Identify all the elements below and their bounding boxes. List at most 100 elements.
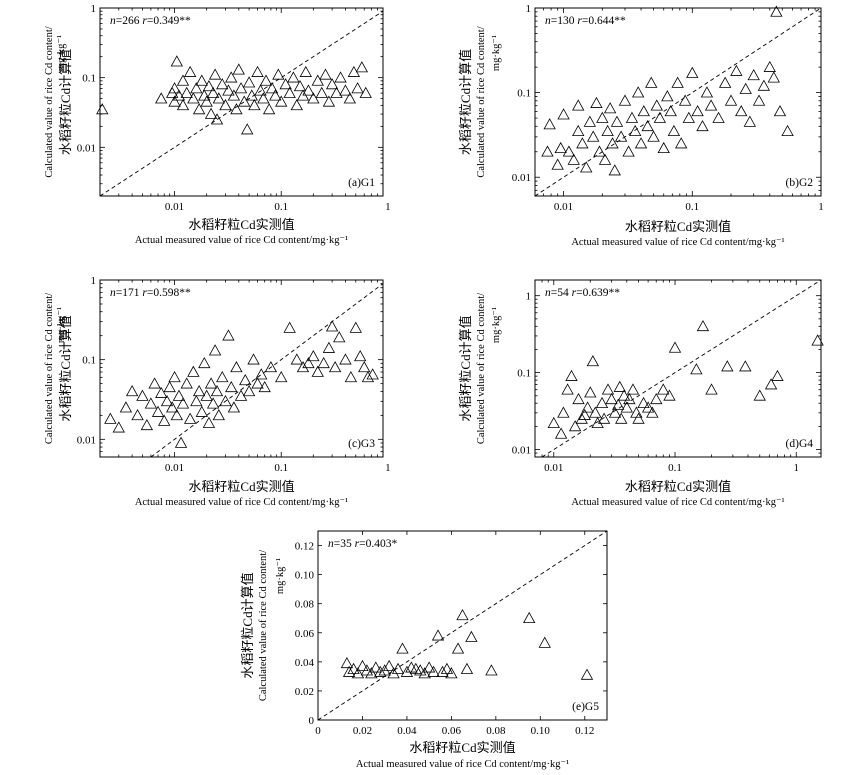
data-point: [151, 405, 165, 417]
data-point: [572, 99, 585, 111]
data-point: [431, 629, 445, 641]
data-point: [183, 65, 197, 77]
y-axis-title-cn: 水稻籽粒Cd计算值: [58, 315, 73, 421]
data-point: [192, 385, 206, 397]
plot-frame: [99, 7, 384, 197]
data-point: [158, 414, 171, 426]
data-point: [328, 361, 342, 373]
data-point: [596, 111, 609, 123]
data-point: [155, 386, 168, 398]
data-point: [262, 103, 276, 115]
data-point: [333, 331, 346, 343]
data-point: [622, 145, 635, 157]
x-tick-label: 0: [315, 725, 321, 737]
data-point: [617, 389, 631, 401]
x-axis-title-en: Actual measured value of rice Cd content…: [135, 497, 348, 508]
data-point: [562, 145, 576, 157]
data-point: [557, 108, 570, 120]
data-point: [610, 115, 624, 127]
data-point: [663, 389, 676, 401]
y-axis-unit: mg·kg⁻¹: [275, 558, 286, 594]
data-point: [219, 99, 232, 111]
y-axis-title-cn: 水稻籽粒Cd计算值: [458, 49, 473, 155]
data-point: [202, 80, 216, 92]
data-point: [396, 642, 409, 654]
data-point: [174, 436, 188, 448]
x-tick-label: 0.1: [685, 201, 699, 213]
data-point: [753, 389, 766, 401]
data-point: [311, 365, 324, 377]
data-point: [242, 76, 256, 88]
y-tick-label: 0.01: [77, 434, 96, 446]
x-axis-title-en: Actual measured value of rice Cd content…: [571, 497, 784, 508]
data-point: [578, 408, 591, 420]
data-point: [180, 86, 193, 98]
data-point: [653, 111, 667, 123]
data-point: [623, 392, 636, 405]
data-point: [613, 380, 626, 392]
x-tick-label: 0.01: [165, 462, 184, 474]
data-point: [523, 611, 536, 624]
x-tick-label: 0.08: [486, 725, 506, 737]
data-point: [225, 71, 238, 83]
data-point: [696, 319, 710, 332]
panel-g3: 0.01 0.1 1 1 0.1 0.01 n=171 r=0.598** (c)G3 水稻籽粒…: [44, 275, 391, 508]
data-point: [195, 405, 208, 417]
panel-label: (e)G5: [572, 701, 599, 713]
x-tick-label: 0.02: [353, 725, 372, 737]
data-point: [172, 89, 186, 101]
y-tick-label: 1: [91, 3, 97, 15]
data-point: [247, 353, 260, 365]
data-point: [645, 76, 658, 88]
stat-label: n=35 r=0.403*: [328, 538, 397, 550]
data-point: [568, 420, 582, 432]
x-axis-title-cn: 水稻籽粒Cd实测值: [625, 479, 731, 494]
data-point: [168, 82, 181, 94]
panel-label: (c)G3: [348, 438, 375, 450]
data-point: [361, 371, 375, 383]
data-point: [168, 95, 181, 107]
data-point: [682, 111, 695, 123]
x-tick-label: 0.1: [274, 201, 288, 213]
x-axis-title-cn: 水稻籽粒Cd实测值: [188, 217, 294, 232]
data-point: [302, 84, 315, 96]
data-point: [773, 105, 787, 117]
y-tick-label: 0.01: [512, 445, 531, 457]
data-point: [140, 418, 154, 431]
x-tick-label: 1: [794, 462, 800, 474]
data-point: [212, 92, 225, 104]
data-point: [342, 665, 356, 677]
data-point: [700, 86, 714, 98]
data-point: [626, 383, 640, 395]
data-point: [557, 406, 570, 418]
data-point: [551, 158, 564, 170]
data-point: [576, 137, 589, 149]
data-point: [317, 356, 330, 369]
data-point: [605, 392, 618, 405]
data-point: [242, 385, 256, 397]
data-point: [764, 378, 778, 390]
panel-g2: 0.01 0.1 1 1 0.1 0.01 n=130 r=0.644** (b)G2 水稻籽粒…: [458, 3, 824, 248]
data-point: [770, 5, 783, 17]
x-tick-label: 0.12: [575, 725, 594, 737]
data-point: [378, 664, 391, 676]
data-point: [414, 664, 427, 676]
data-point: [593, 145, 606, 157]
data-point: [721, 360, 734, 372]
data-point: [206, 86, 220, 98]
data-point: [646, 406, 659, 418]
data-point: [739, 360, 752, 372]
data-point: [170, 55, 183, 67]
data-point: [705, 383, 718, 395]
stat-label: n=171 r=0.598**: [110, 287, 191, 299]
y-tick-label: 1: [91, 275, 97, 287]
data-point: [359, 86, 372, 98]
data-point: [227, 401, 241, 413]
data-point: [572, 124, 585, 136]
data-point: [283, 86, 296, 98]
data-point: [696, 119, 709, 132]
panel-g5: 0 0.02 0.04 0.06 0.08 0.10 0.12 0.12 0.10 0.08 0.0…: [240, 530, 608, 770]
data-point: [351, 82, 364, 94]
data-point: [187, 92, 200, 104]
data-point: [340, 656, 354, 669]
